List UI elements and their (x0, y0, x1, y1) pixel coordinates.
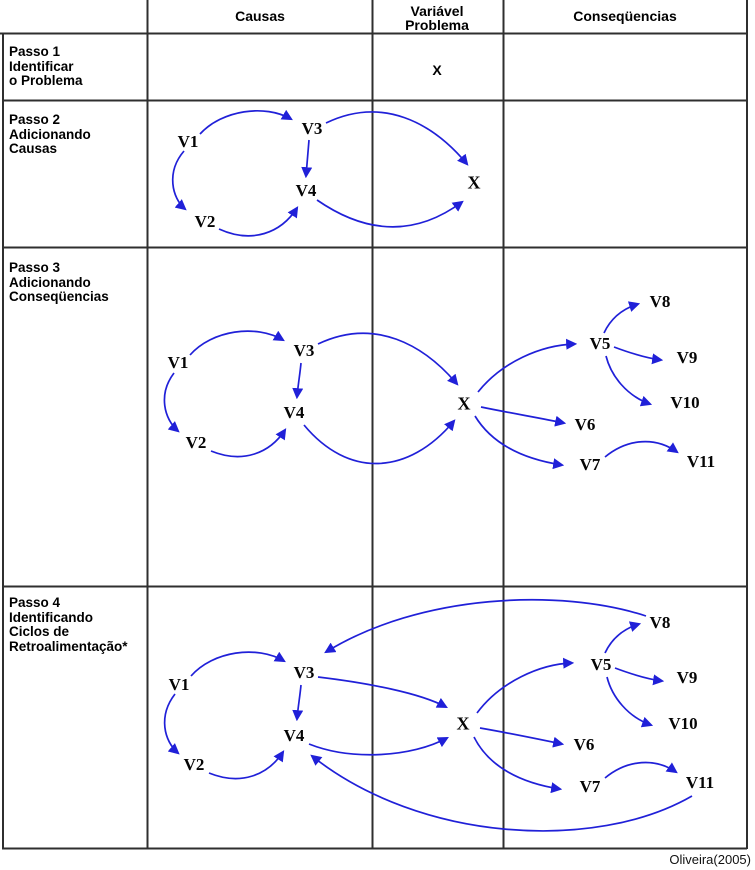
p4-node-x: X (456, 713, 470, 734)
passo1-problem-x: X (432, 62, 442, 78)
row-label-line: Passo 1 (9, 44, 61, 59)
edge-p4-v4-x (308, 736, 449, 756)
p4-node-v5: V5 (590, 655, 612, 674)
edge-p3-v5-v9 (613, 346, 664, 365)
attribution-text: Oliveira(2005) (669, 852, 751, 867)
row-label-line: Passo 2 (9, 112, 61, 127)
p3-node-v3: V3 (293, 341, 315, 360)
edge-p4-x-v6 (479, 727, 565, 748)
row-label-passo4: Passo 4 Identificando Ciclos de Retroali… (9, 595, 128, 654)
p3-node-v10: V10 (670, 393, 700, 412)
edge-p4-v5-v10 (606, 676, 654, 728)
edge-p2-v1-v2 (171, 150, 187, 211)
edge-p3-x-v6 (480, 406, 567, 427)
edge-p3-v3-v4 (292, 362, 304, 400)
p3-node-x: X (457, 393, 471, 414)
edge-p3-v3-x (317, 332, 459, 386)
row-label-passo1: Passo 1 Identificar o Problema (9, 44, 83, 89)
row-label-line: Passo 3 (9, 260, 61, 275)
edge-p2-v4-x (316, 199, 464, 228)
table-grid (0, 0, 748, 850)
edge-p3-v1-v3 (189, 330, 285, 356)
edge-p4-v11-v4-feedback (310, 754, 693, 832)
p4-node-v10: V10 (668, 714, 698, 733)
edge-p4-x-v7 (473, 736, 563, 794)
p3-node-v9: V9 (676, 348, 698, 367)
edge-p4-v8-v3-feedback (324, 598, 647, 654)
p4-node-v9: V9 (676, 668, 698, 687)
p3-node-v8: V8 (649, 292, 671, 311)
header-variavel-line1: Variável (410, 3, 464, 19)
edge-p3-x-v5 (477, 338, 578, 393)
row-label-line: Identificando (9, 609, 93, 625)
edge-p3-v5-v10 (605, 355, 653, 407)
edge-p2-v3-x (325, 111, 469, 166)
edge-p3-v7-v11 (604, 440, 679, 458)
edge-p2-v2-v4 (218, 206, 299, 237)
row-label-line: Passo 4 (9, 595, 61, 610)
edge-p4-v7-v11 (604, 761, 678, 779)
p3-node-v7: V7 (579, 455, 601, 474)
header-causas: Causas (235, 8, 285, 24)
p4-node-v1: V1 (168, 675, 190, 694)
edge-p3-x-v7 (474, 415, 565, 470)
row-label-line: Adicionando (9, 126, 91, 142)
p4-node-v7: V7 (579, 777, 601, 796)
p2-node-x: X (467, 172, 481, 193)
p3-node-v11: V11 (686, 452, 716, 471)
row-label-line: Adicionando (9, 274, 91, 290)
passo2-edges (171, 109, 469, 237)
p4-node-v8: V8 (649, 613, 671, 632)
edge-p4-v2-v4 (208, 750, 285, 780)
row-label-line: Identificar (9, 58, 74, 74)
edge-p2-v3-v4 (301, 139, 313, 179)
row-label-line: Causas (9, 141, 58, 157)
p3-node-v1: V1 (167, 353, 189, 372)
p2-node-v4: V4 (295, 181, 317, 200)
passo3-edges (163, 301, 679, 470)
edge-p4-v5-v8 (604, 621, 642, 654)
p4-node-v11: V11 (685, 773, 715, 792)
edge-p3-v4-x (303, 419, 456, 465)
edge-p4-v3-x (317, 676, 448, 709)
passo4-edges (163, 598, 693, 832)
edge-p4-v1-v2 (163, 693, 180, 755)
p3-node-v5: V5 (589, 334, 611, 353)
edge-p2-v1-v3 (199, 109, 293, 135)
edge-p3-v2-v4 (210, 428, 287, 458)
p4-node-v4: V4 (283, 726, 305, 745)
p4-node-v2: V2 (183, 755, 205, 774)
p2-node-v1: V1 (177, 132, 199, 151)
p4-node-v3: V3 (293, 663, 315, 682)
edge-p4-x-v5 (476, 657, 575, 714)
edge-p4-v1-v3 (190, 651, 286, 677)
edge-p4-v5-v9 (614, 667, 665, 686)
header-variavel-line2: Problema (405, 17, 469, 33)
p2-node-v3: V3 (301, 119, 323, 138)
p3-node-v4: V4 (283, 403, 305, 422)
edge-p3-v5-v8 (603, 301, 641, 334)
p3-node-v2: V2 (185, 433, 207, 452)
row-label-line: o Problema (9, 73, 83, 89)
row-label-passo2: Passo 2 Adicionando Causas (9, 112, 91, 157)
header-consequencias: Conseqüencias (573, 8, 677, 24)
edge-p4-v3-v4 (292, 684, 304, 722)
p4-node-v6: V6 (573, 735, 595, 754)
row-label-passo3: Passo 3 Adicionando Conseqüencias (9, 260, 109, 305)
p2-node-v2: V2 (194, 212, 216, 231)
p3-node-v6: V6 (574, 415, 596, 434)
row-label-line: Conseqüencias (9, 289, 109, 305)
row-label-line: Ciclos de (9, 624, 70, 640)
row-label-line: Retroalimentação* (9, 638, 128, 654)
edge-p3-v1-v2 (163, 372, 180, 433)
